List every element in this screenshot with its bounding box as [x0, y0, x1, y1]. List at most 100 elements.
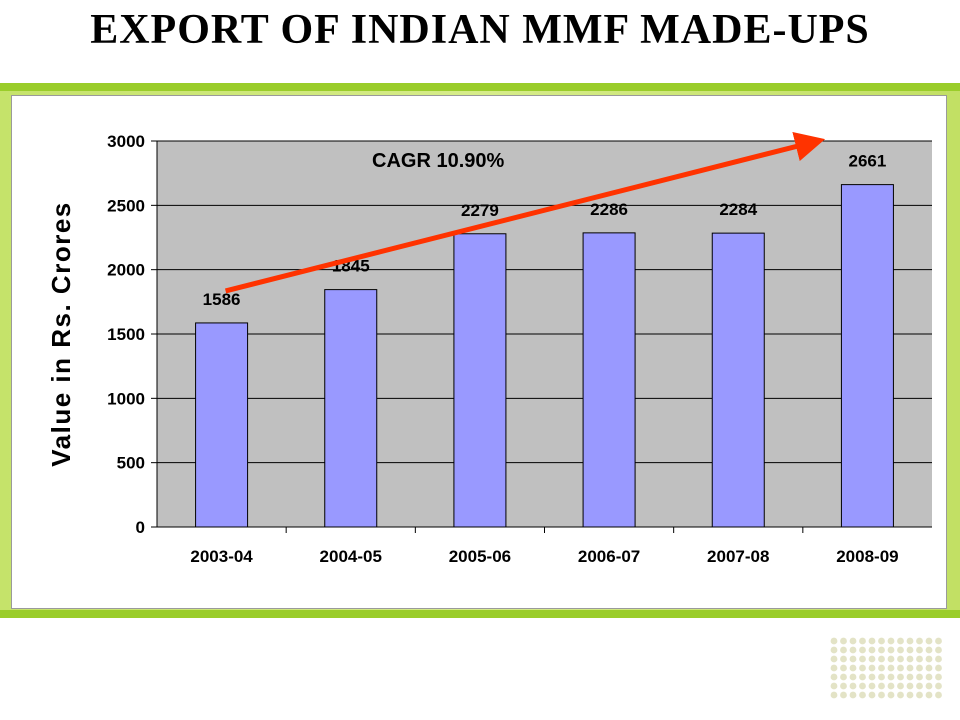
bar [711, 232, 765, 528]
bar [324, 289, 378, 528]
x-tick-label: 2004-05 [320, 547, 382, 566]
decorative-dot [868, 646, 876, 654]
decorative-dot [916, 682, 923, 690]
decorative-dot [840, 691, 847, 699]
decorative-dot [897, 673, 904, 681]
decorative-dot [859, 673, 866, 681]
decorative-dot [840, 682, 847, 690]
decorative-dot [878, 682, 885, 690]
decorative-dot [840, 673, 847, 681]
decorative-dot [916, 655, 923, 663]
decorative-dot [830, 637, 838, 645]
decorative-dot [840, 664, 847, 672]
decorative-dot [859, 682, 866, 690]
tick-labels: 0 500 1000 1500 2000 2500 3000 2003-04 2004-05 20… [107, 132, 898, 566]
decorative-dot [925, 655, 933, 663]
decorative-dot [925, 664, 933, 672]
decorative-dot [935, 637, 942, 645]
decorative-dot [830, 646, 838, 654]
decorative-dot [878, 664, 885, 672]
x-tick-label: 2003-04 [190, 547, 253, 566]
decorative-dot [868, 637, 876, 645]
decorative-dot [830, 664, 838, 672]
y-axis-title: Value in Rs. Crores [46, 201, 76, 466]
decorative-dot [868, 655, 876, 663]
decorative-dot [859, 655, 866, 663]
decorative-dot [906, 691, 914, 699]
decorative-dot [897, 655, 904, 663]
decorative-dot [916, 646, 923, 654]
decorative-dot [859, 664, 866, 672]
y-tick-label: 2500 [107, 196, 145, 215]
decorative-dot [878, 655, 885, 663]
decorative-dot-grid [830, 637, 942, 699]
bar [195, 322, 249, 528]
decorative-dot [887, 682, 895, 690]
decorative-dot [887, 691, 895, 699]
decorative-dot [897, 637, 904, 645]
y-tick-label: 3000 [107, 132, 145, 151]
decorative-dot [840, 646, 847, 654]
decorative-dot [916, 673, 923, 681]
decorative-dot [935, 655, 942, 663]
decorative-dot [878, 673, 885, 681]
decorative-dot [925, 682, 933, 690]
decorative-dot [935, 682, 942, 690]
decorative-dot [868, 682, 876, 690]
data-label: 2661 [849, 152, 887, 171]
decorative-dot [897, 691, 904, 699]
y-tick-label: 500 [117, 454, 145, 473]
slide-title: EXPORT OF INDIAN MMF MADE-UPS [90, 7, 870, 53]
decorative-dot [868, 673, 876, 681]
decorative-dot [906, 655, 914, 663]
decorative-dot [916, 664, 923, 672]
decorative-dot [916, 691, 923, 699]
x-tick-label: 2008-09 [836, 547, 898, 566]
decorative-dot [840, 637, 847, 645]
decorative-dot [906, 673, 914, 681]
bar-chart: 0 500 1000 1500 2000 2500 3000 2003-04 2004-05 20… [46, 131, 932, 566]
decorative-dot [906, 646, 914, 654]
x-tick-label: 2007-08 [707, 547, 769, 566]
data-label: 2286 [590, 200, 628, 219]
bar [453, 233, 507, 528]
decorative-dot [897, 664, 904, 672]
decorative-dot [840, 655, 847, 663]
decorative-dot [830, 673, 838, 681]
decorative-dot [868, 691, 876, 699]
decorative-dot [887, 637, 895, 645]
decorative-dot [849, 682, 857, 690]
decorative-dot [925, 673, 933, 681]
decorative-dot [887, 646, 895, 654]
decorative-dot [916, 637, 923, 645]
decorative-dot [830, 655, 838, 663]
decorative-dot [935, 664, 942, 672]
y-tick-label: 1500 [107, 325, 145, 344]
decorative-dot [830, 682, 838, 690]
decorative-dot [897, 646, 904, 654]
decorative-dot [887, 655, 895, 663]
data-label: 1586 [203, 290, 241, 309]
bars [195, 184, 894, 528]
decorative-dot [868, 664, 876, 672]
decorative-dot [925, 637, 933, 645]
decorative-dot [849, 637, 857, 645]
decorative-dot [830, 691, 838, 699]
decorative-dot [859, 646, 866, 654]
decorative-dot [906, 664, 914, 672]
decorative-dot [906, 637, 914, 645]
bar [840, 184, 894, 528]
decorative-dot [925, 646, 933, 654]
chart-frame: 0 500 1000 1500 2000 2500 3000 2003-04 2004-05 20… [11, 95, 947, 609]
y-tick-label: 0 [136, 518, 145, 537]
decorative-dot [849, 664, 857, 672]
y-tick-label: 1000 [107, 389, 145, 408]
x-tick-label: 2005-06 [449, 547, 511, 566]
decorative-dot [897, 682, 904, 690]
cagr-annotation: CAGR 10.90% [372, 150, 504, 172]
y-tick-label: 2000 [107, 261, 145, 280]
decorative-dot [887, 664, 895, 672]
decorative-dot [849, 673, 857, 681]
decorative-dot [878, 646, 885, 654]
decorative-dot [935, 691, 942, 699]
